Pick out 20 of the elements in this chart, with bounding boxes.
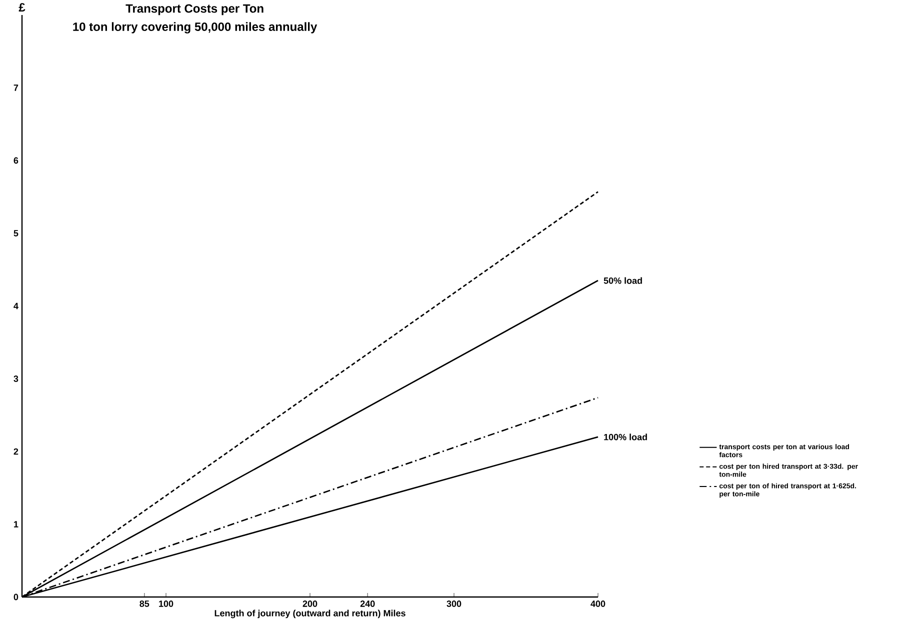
annotation: 50% load: [604, 277, 642, 284]
y-tick-label: 7: [14, 84, 18, 91]
y-axis-title: £: [18, 3, 26, 12]
x-axis-title: Length of journey (outward and return) Miles: [214, 610, 406, 618]
x-tick-label: 85: [140, 600, 150, 607]
text: 10 ton lorry covering 50,000 miles annually: [73, 22, 318, 34]
x-tick-label: 400: [590, 600, 606, 607]
x-tick-label: 300: [446, 600, 462, 607]
x-tick-label: 200: [302, 600, 318, 607]
y-tick-label: 4: [14, 302, 18, 310]
y-tick-label: 6: [14, 157, 18, 164]
y-tick-label: 3: [14, 376, 18, 382]
chart-title: Transport Costs per Ton: [126, 4, 264, 16]
annotation: 100% load: [604, 434, 647, 440]
y-tick-label: 1: [14, 521, 18, 528]
y-tick-label: 0: [14, 594, 18, 600]
x-tick-label: 100: [159, 600, 174, 607]
x-tick-label: 240: [360, 600, 375, 607]
y-tick-label: 5: [14, 230, 18, 236]
y-tick-label: 2: [14, 448, 18, 455]
